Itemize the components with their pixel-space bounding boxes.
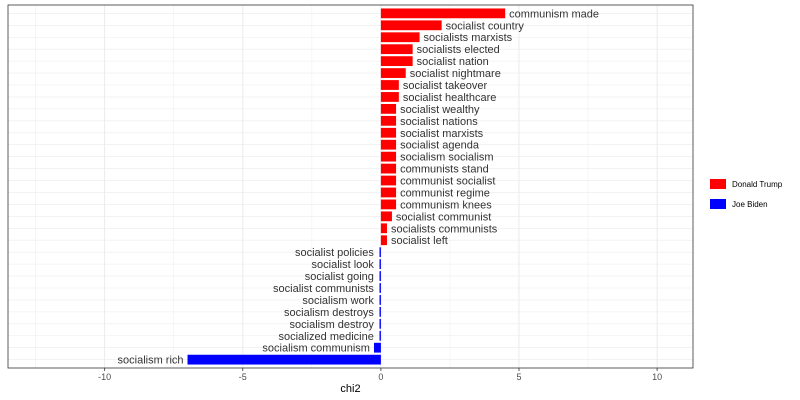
plot-border [7, 4, 694, 369]
bar-label: socialist going [305, 271, 374, 283]
bar [379, 330, 381, 341]
bar-label: socialist communists [273, 283, 374, 295]
bar-label: communism made [509, 8, 599, 20]
bar [379, 306, 381, 317]
bar [379, 295, 381, 305]
bar [380, 68, 406, 78]
bar-label: communist socialist [400, 176, 495, 188]
legend-label-joe-biden: Joe Biden [732, 199, 768, 209]
bar [380, 175, 397, 186]
bar-label: socialist policies [295, 247, 374, 259]
x-axis-title: chi2 [340, 383, 360, 395]
bar [187, 354, 381, 365]
x-tick-label: 10 [652, 372, 662, 382]
bar-label: socialist left [391, 235, 448, 247]
bar [380, 235, 387, 246]
bar-label: socialism destroy [290, 319, 375, 331]
bar-label: socialist healthcare [403, 92, 497, 104]
bar-label: socialists communists [391, 223, 498, 235]
legend-key-joe-biden [710, 199, 726, 209]
bar-label: socialism destroys [284, 307, 374, 319]
bar [380, 223, 387, 234]
bar-label: socialist agenda [400, 140, 480, 152]
bar-label: socialism socialism [400, 152, 494, 164]
legend-label-donald-trump: Donald Trump [732, 179, 783, 189]
bar-label: communism knees [400, 199, 492, 211]
bar [380, 92, 399, 102]
bar [380, 56, 413, 67]
bar [380, 199, 397, 210]
bar-label: socialist nations [400, 116, 478, 128]
x-tick-label: 0 [378, 372, 383, 382]
bar [379, 283, 381, 293]
bar [380, 139, 397, 150]
bar [379, 318, 381, 329]
bar-label: socialist takeover [403, 80, 488, 92]
bar-label: socialism work [302, 295, 374, 307]
legend-item-joe-biden: Joe Biden [710, 194, 782, 214]
bar [380, 80, 399, 90]
bar-label: socialism communism [262, 343, 370, 355]
bar [380, 211, 392, 222]
bar [380, 44, 413, 55]
plot-panel [8, 5, 693, 368]
bar-label: socialist country [446, 20, 525, 32]
bar-label: socialist wealthy [400, 104, 480, 116]
bar-label: communist regime [400, 187, 490, 199]
bar [379, 271, 381, 281]
bar-label: socialist nation [417, 56, 489, 68]
bar [380, 163, 397, 174]
legend-item-donald-trump: Donald Trump [710, 174, 782, 194]
legend-key-donald-trump [710, 179, 726, 189]
bar-label: socialists elected [417, 44, 500, 56]
bar-label: socialist communist [396, 211, 491, 223]
bar [380, 151, 397, 162]
bar-label: socialists marxists [424, 32, 513, 44]
x-tick-label: -5 [239, 372, 247, 382]
bar [380, 187, 397, 198]
bar [380, 115, 397, 126]
bar-label: socialism rich [118, 355, 184, 367]
bar [380, 8, 506, 19]
bar-label: socialized medicine [278, 331, 373, 343]
legend: Donald Trump Joe Biden [710, 174, 782, 214]
bar [380, 32, 420, 43]
bar [379, 259, 381, 270]
bar [373, 342, 381, 353]
bar [380, 20, 442, 31]
bar-label: communists stand [400, 164, 489, 176]
bar [380, 103, 397, 114]
bar-label: socialist marxists [400, 128, 484, 140]
x-tick-label: -10 [98, 372, 111, 382]
bar [379, 247, 381, 258]
bar-label: socialist look [312, 259, 375, 271]
bar-label: socialist nightmare [410, 68, 501, 80]
x-tick-label: 5 [516, 372, 521, 382]
bar [380, 127, 397, 138]
